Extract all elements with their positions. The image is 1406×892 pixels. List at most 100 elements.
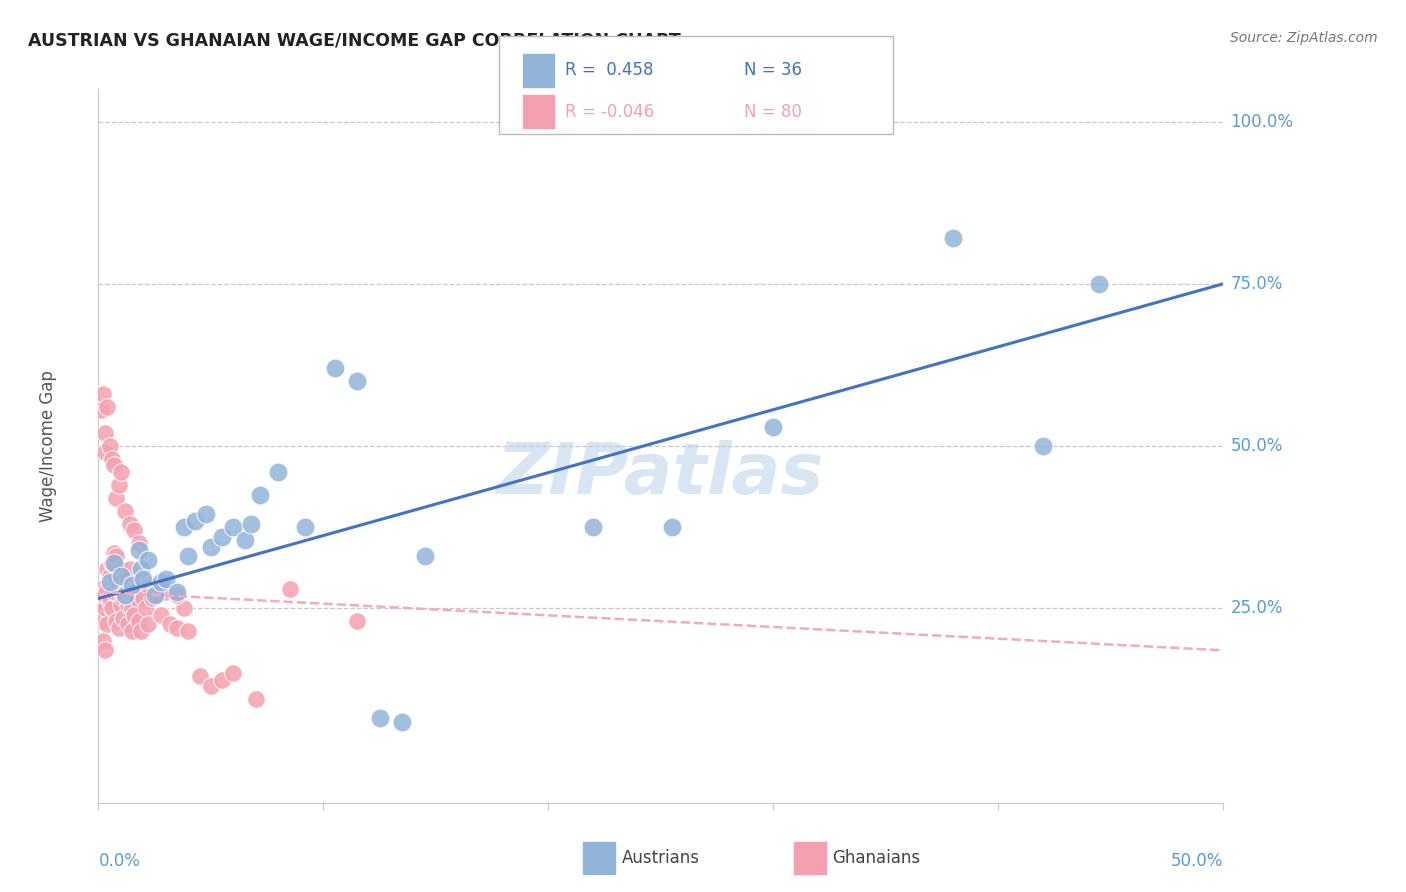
Text: ZIPatlas: ZIPatlas <box>498 440 824 509</box>
Point <box>96 400 118 414</box>
Point <box>121 624 143 638</box>
Point <box>195 507 218 521</box>
Point <box>166 621 188 635</box>
Point <box>112 611 135 625</box>
Point <box>166 585 188 599</box>
Point <box>155 572 177 586</box>
Point <box>94 643 117 657</box>
Point <box>114 588 136 602</box>
Point <box>94 445 117 459</box>
Point <box>135 601 157 615</box>
Point <box>110 465 132 479</box>
Point <box>1088 277 1111 291</box>
Point <box>177 549 200 564</box>
Point <box>121 578 143 592</box>
Point <box>118 562 141 576</box>
Point <box>173 601 195 615</box>
Point <box>323 361 346 376</box>
Point <box>110 598 132 612</box>
Point <box>143 588 166 602</box>
Point <box>240 516 263 531</box>
Point <box>278 582 301 596</box>
Point <box>200 679 222 693</box>
Point <box>177 624 200 638</box>
Point <box>90 582 112 596</box>
Point <box>105 549 128 564</box>
Point <box>211 530 233 544</box>
Text: Ghanaians: Ghanaians <box>832 849 921 867</box>
Point <box>222 666 245 681</box>
Point <box>114 504 136 518</box>
Point <box>107 588 129 602</box>
Point <box>125 591 148 606</box>
Text: R = -0.046: R = -0.046 <box>565 103 654 120</box>
Point <box>124 585 146 599</box>
Point <box>94 601 117 615</box>
Point <box>1032 439 1054 453</box>
Point <box>105 491 128 505</box>
Text: Wage/Income Gap: Wage/Income Gap <box>39 370 56 522</box>
Point <box>150 582 173 596</box>
Point <box>110 562 132 576</box>
Point <box>114 588 136 602</box>
Point <box>150 607 173 622</box>
Point <box>128 536 150 550</box>
Point <box>582 520 605 534</box>
Point <box>150 575 173 590</box>
Text: R =  0.458: R = 0.458 <box>565 62 654 79</box>
Point <box>146 588 169 602</box>
Point <box>91 633 114 648</box>
Text: 0.0%: 0.0% <box>98 852 141 870</box>
Point <box>942 231 965 245</box>
Point <box>107 578 129 592</box>
Point <box>141 591 163 606</box>
Point <box>166 588 188 602</box>
Point <box>110 568 132 582</box>
Point <box>200 540 222 554</box>
Point <box>184 514 207 528</box>
Point <box>128 542 150 557</box>
Point <box>173 520 195 534</box>
Point <box>90 614 112 628</box>
Point <box>391 714 413 729</box>
Point <box>222 520 245 534</box>
Text: AUSTRIAN VS GHANAIAN WAGE/INCOME GAP CORRELATION CHART: AUSTRIAN VS GHANAIAN WAGE/INCOME GAP COR… <box>28 31 681 49</box>
Point <box>107 621 129 635</box>
Point <box>114 572 136 586</box>
Point <box>96 582 118 596</box>
Point <box>136 578 159 592</box>
Point <box>101 452 124 467</box>
Point <box>136 552 159 566</box>
Point <box>368 711 391 725</box>
Point <box>267 465 290 479</box>
Point <box>98 439 121 453</box>
Point <box>98 568 121 582</box>
Point <box>132 572 155 586</box>
Text: 25.0%: 25.0% <box>1230 599 1282 617</box>
Point <box>94 588 117 602</box>
Point <box>346 374 368 388</box>
Point <box>129 562 152 576</box>
Point <box>103 458 125 473</box>
Point <box>87 595 110 609</box>
Point <box>110 585 132 599</box>
Point <box>128 614 150 628</box>
Text: 50.0%: 50.0% <box>1171 852 1223 870</box>
Point <box>118 585 141 599</box>
Point <box>90 403 112 417</box>
Point <box>98 595 121 609</box>
Text: N = 36: N = 36 <box>744 62 801 79</box>
Point <box>124 607 146 622</box>
Point <box>94 425 117 440</box>
Point <box>249 488 271 502</box>
Point <box>101 578 124 592</box>
Point <box>103 556 125 570</box>
Point <box>762 419 785 434</box>
Point <box>96 562 118 576</box>
Point <box>132 591 155 606</box>
Text: N = 80: N = 80 <box>744 103 801 120</box>
Point <box>101 556 124 570</box>
Point <box>96 617 118 632</box>
Point <box>413 549 436 564</box>
Text: 75.0%: 75.0% <box>1230 275 1282 293</box>
